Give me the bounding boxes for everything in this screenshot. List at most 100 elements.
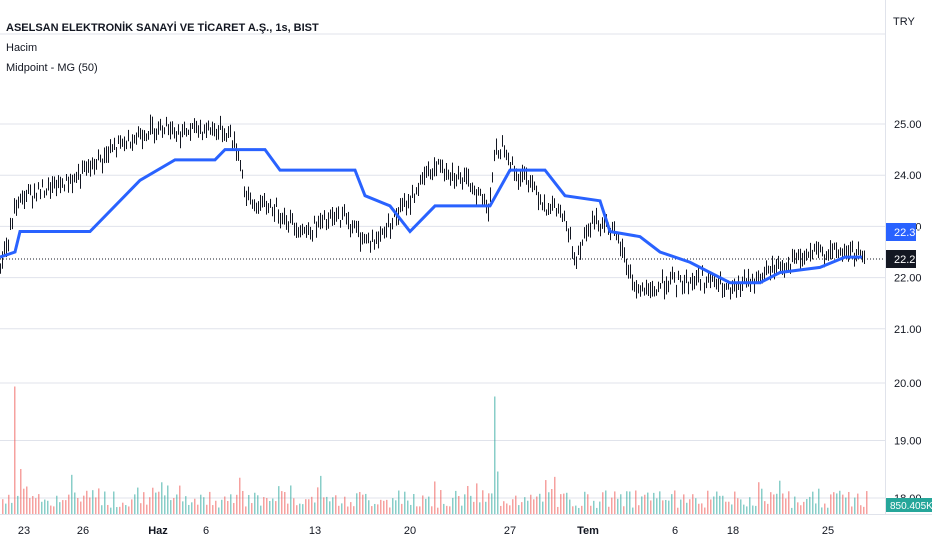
- volume-bar: [464, 494, 466, 514]
- volume-bar: [821, 507, 823, 514]
- volume-bar: [284, 492, 286, 514]
- currency-label: TRY: [893, 16, 915, 28]
- volume-bar: [605, 490, 607, 514]
- volume-bar: [476, 483, 478, 514]
- volume-bar: [488, 493, 490, 514]
- volume-bar: [548, 492, 550, 514]
- volume-bar: [416, 506, 418, 514]
- volume-bar: [752, 505, 754, 514]
- volume-bar: [233, 502, 235, 514]
- x-tick-label: 23: [18, 525, 30, 537]
- x-tick-label: 25: [822, 525, 834, 537]
- volume-bar: [212, 505, 214, 514]
- volume-bar: [515, 495, 517, 514]
- volume-legend[interactable]: Hacim: [6, 42, 38, 54]
- symbol-title[interactable]: ASELSAN ELEKTRONİK SANAYİ VE TİCARET A.Ş…: [6, 22, 319, 34]
- volume-bar: [191, 502, 193, 514]
- volume-bar: [509, 505, 511, 514]
- volume-bar: [230, 494, 232, 514]
- volume-bar: [647, 492, 649, 514]
- volume-bar: [842, 494, 844, 514]
- volume-bar: [65, 500, 67, 514]
- volume-bar: [836, 493, 838, 514]
- volume-bar: [134, 494, 136, 514]
- volume-bar: [272, 498, 274, 514]
- volume-bar: [746, 506, 748, 514]
- volume-bar: [143, 492, 145, 514]
- volume-bar: [722, 495, 724, 514]
- volume-bar: [671, 494, 673, 514]
- volume-bar: [656, 498, 658, 514]
- volume-bar: [410, 504, 412, 514]
- volume-bar: [452, 497, 454, 514]
- volume-bar: [494, 396, 496, 514]
- x-tick-label: 27: [504, 525, 516, 537]
- x-tick-label: 26: [77, 525, 89, 537]
- volume-bar: [758, 482, 760, 514]
- volume-bar: [248, 494, 250, 514]
- volume-bar: [41, 501, 43, 514]
- volume-value: 850.405K: [890, 501, 932, 512]
- volume-bar: [77, 498, 79, 514]
- volume-bar: [398, 490, 400, 514]
- volume-bar: [779, 480, 781, 514]
- volume-bar: [368, 500, 370, 514]
- volume-bar: [533, 499, 535, 514]
- volume-bar: [275, 501, 277, 514]
- volume-bar: [356, 493, 358, 514]
- volume-bar: [521, 502, 523, 514]
- volume-bar: [629, 491, 631, 514]
- volume-bar: [653, 492, 655, 514]
- volume-bar: [827, 507, 829, 514]
- volume-bar: [524, 497, 526, 514]
- volume-bar: [863, 506, 865, 514]
- x-tick-label: Haz: [148, 525, 168, 537]
- volume-bar: [434, 481, 436, 514]
- volume-bar: [53, 506, 55, 514]
- volume-bar: [98, 488, 100, 514]
- volume-bar: [32, 496, 34, 514]
- volume-bar: [290, 485, 292, 514]
- volume-bar: [527, 500, 529, 514]
- volume-bar: [716, 491, 718, 514]
- volume-bar: [674, 490, 676, 514]
- volume-bar: [122, 502, 124, 514]
- volume-bar: [254, 492, 256, 514]
- volume-bar: [380, 499, 382, 514]
- volume-bar: [791, 507, 793, 514]
- volume-bar: [755, 505, 757, 514]
- volume-bar: [374, 503, 376, 514]
- volume-bar: [584, 491, 586, 514]
- volume-bar: [419, 506, 421, 514]
- volume-bar: [338, 505, 340, 514]
- volume-bar: [353, 506, 355, 514]
- y-tick-label: 21.00: [894, 324, 922, 336]
- volume-bar: [74, 492, 76, 514]
- indicator-legend[interactable]: Midpoint - MG (50): [6, 62, 98, 74]
- volume-bar: [26, 486, 28, 514]
- volume-bar: [167, 485, 169, 514]
- volume-bar: [194, 498, 196, 514]
- volume-bar: [728, 501, 730, 514]
- volume-bar: [578, 507, 580, 514]
- volume-bar: [767, 503, 769, 514]
- volume-bar: [149, 497, 151, 514]
- volume-bar: [566, 492, 568, 514]
- volume-bar: [665, 499, 667, 514]
- volume-bar: [104, 491, 106, 514]
- volume-bar: [422, 495, 424, 514]
- volume-bar: [359, 491, 361, 514]
- volume-bar: [692, 494, 694, 514]
- volume-bar: [440, 490, 442, 514]
- volume-bar: [689, 499, 691, 514]
- volume-bar: [854, 497, 856, 514]
- volume-bar: [251, 503, 253, 514]
- x-tick-label: 6: [672, 525, 678, 537]
- volume-bar: [395, 500, 397, 514]
- volume-bar: [554, 476, 556, 514]
- volume-bar: [626, 491, 628, 514]
- volume-bar: [698, 503, 700, 514]
- volume-bar: [512, 499, 514, 514]
- volume-bar: [725, 501, 727, 514]
